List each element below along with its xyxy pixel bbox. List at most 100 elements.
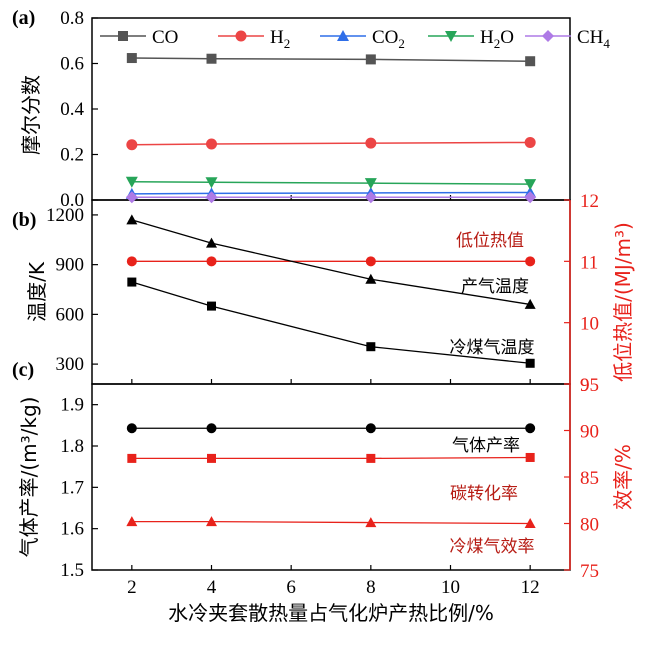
data-point-碳转化率 <box>366 453 376 463</box>
series-annotation-低位热值: 低位热值 <box>456 231 524 251</box>
y-axis-title-c: 气体产率/(m³/kg) <box>17 397 41 558</box>
y-tick-label-a: 0.4 <box>60 99 84 120</box>
y-axis-title-b: 温度/K <box>25 261 49 322</box>
data-point-低位热值 <box>525 256 536 267</box>
y-tick-label-a: 0.0 <box>60 190 84 211</box>
data-point-气体产率 <box>206 423 217 434</box>
legend-label-CO: CO <box>152 27 178 48</box>
data-point-低位热值 <box>126 256 137 267</box>
x-tick-label: 4 <box>207 577 217 598</box>
data-point-CO <box>525 56 536 67</box>
data-point-产气温度 <box>365 273 377 284</box>
y-tick-label-c: 1.9 <box>60 395 84 416</box>
x-tick-label: 6 <box>286 577 296 598</box>
y-tick-label-a: 0.6 <box>60 54 84 75</box>
legend-label-H2: H2 <box>270 27 290 51</box>
y2-axis-title-c: 效率/% <box>611 444 635 510</box>
data-point-H2O <box>125 176 138 188</box>
panel-label-a: (a) <box>12 7 35 29</box>
y-tick-label-b: 300 <box>56 354 85 375</box>
data-point-CO <box>206 53 217 64</box>
x-axis-title: 水冷夹套散热量占气化炉产热比例/% <box>168 601 494 625</box>
panel-label-c: (c) <box>12 359 34 381</box>
legend-label-H2O: H2O <box>480 27 514 51</box>
series-line-产气温度 <box>131 219 531 306</box>
data-point-冷煤气温度 <box>525 358 535 368</box>
x-tick-label: 12 <box>521 577 540 598</box>
y2-axis-title-b: 低位热值/(MJ/m³) <box>611 222 635 382</box>
data-point-H2 <box>524 136 536 148</box>
series-line-冷煤气效率 <box>131 520 531 525</box>
y-tick-label-b: 1200 <box>46 205 84 226</box>
y2-tick-label-c: 90 <box>580 422 599 443</box>
y-tick-label-c: 1.8 <box>60 436 84 457</box>
data-point-冷煤气温度 <box>366 342 376 352</box>
y2-tick-label-c: 75 <box>580 561 599 582</box>
panel-label-b: (b) <box>12 209 36 231</box>
y-tick-label-c: 1.7 <box>60 477 84 498</box>
data-point-碳转化率 <box>127 453 137 463</box>
data-point-H2 <box>126 139 138 151</box>
data-point-冷煤气效率 <box>365 517 377 528</box>
data-point-冷煤气温度 <box>207 301 216 311</box>
data-point-冷煤气效率 <box>206 516 217 527</box>
data-point-H2 <box>365 137 377 149</box>
series-line-冷煤气温度 <box>131 281 531 364</box>
legend-marker-H2 <box>235 30 247 42</box>
data-point-碳转化率 <box>525 452 535 462</box>
x-tick-label: 8 <box>366 577 376 598</box>
series-annotation-气体产率: 气体产率 <box>452 436 520 456</box>
data-point-H2 <box>206 138 217 150</box>
y2-tick-label-b: 10 <box>580 314 599 335</box>
data-point-CH4 <box>205 191 218 204</box>
x-tick-label: 2 <box>127 577 137 598</box>
series-annotation-冷煤气效率: 冷煤气效率 <box>450 537 535 557</box>
data-point-CO <box>365 54 376 65</box>
legend-marker-CH4 <box>542 30 554 42</box>
y-tick-label-a: 0.8 <box>60 8 84 29</box>
y-tick-label-b: 600 <box>56 304 85 325</box>
y-tick-label-a: 0.2 <box>60 145 84 166</box>
y-axis-title-a: 摩尔分数 <box>19 75 43 155</box>
data-point-低位热值 <box>365 256 376 267</box>
series-line-碳转化率 <box>131 456 531 460</box>
legend-marker-CO2 <box>337 30 349 41</box>
data-point-气体产率 <box>365 423 376 434</box>
data-point-冷煤气效率 <box>524 518 536 528</box>
series-annotation-产气温度: 产气温度 <box>461 277 529 297</box>
data-point-产气温度 <box>126 214 138 225</box>
legend-marker-CO <box>118 31 128 41</box>
data-point-H2O <box>205 177 218 189</box>
data-point-产气温度 <box>206 237 217 248</box>
data-point-碳转化率 <box>207 453 216 463</box>
legend-label-CO2: CO2 <box>372 27 405 51</box>
series-annotation-碳转化率: 碳转化率 <box>450 484 518 504</box>
data-point-气体产率 <box>525 423 536 434</box>
data-point-CO <box>126 53 137 64</box>
series-annotation-冷煤气温度: 冷煤气温度 <box>450 338 535 358</box>
y-tick-label-c: 1.6 <box>60 519 84 540</box>
data-point-CH4 <box>524 191 537 204</box>
y2-tick-label-c: 85 <box>580 468 599 489</box>
series-line-CO2 <box>131 191 531 195</box>
data-point-冷煤气效率 <box>126 516 138 527</box>
data-point-CH4 <box>125 191 138 204</box>
y2-tick-label-b: 11 <box>580 252 598 273</box>
x-tick-label: 10 <box>441 577 460 598</box>
series-line-CO <box>131 57 531 62</box>
y2-tick-label-c: 95 <box>580 375 599 396</box>
y2-tick-label-c: 80 <box>580 515 599 536</box>
y2-tick-label-b: 9 <box>580 375 590 396</box>
y2-tick-label-b: 12 <box>580 191 599 212</box>
data-point-CH4 <box>364 191 377 204</box>
data-point-H2O <box>524 179 537 191</box>
data-point-气体产率 <box>126 423 137 434</box>
legend-label-CH4: CH4 <box>577 27 610 51</box>
y-tick-label-c: 1.5 <box>60 560 84 581</box>
data-point-冷煤气温度 <box>127 277 137 287</box>
y-tick-label-b: 900 <box>56 255 85 276</box>
series-line-H2O <box>131 181 531 185</box>
data-point-低位热值 <box>206 256 217 267</box>
legend-marker-H2O <box>445 31 457 42</box>
